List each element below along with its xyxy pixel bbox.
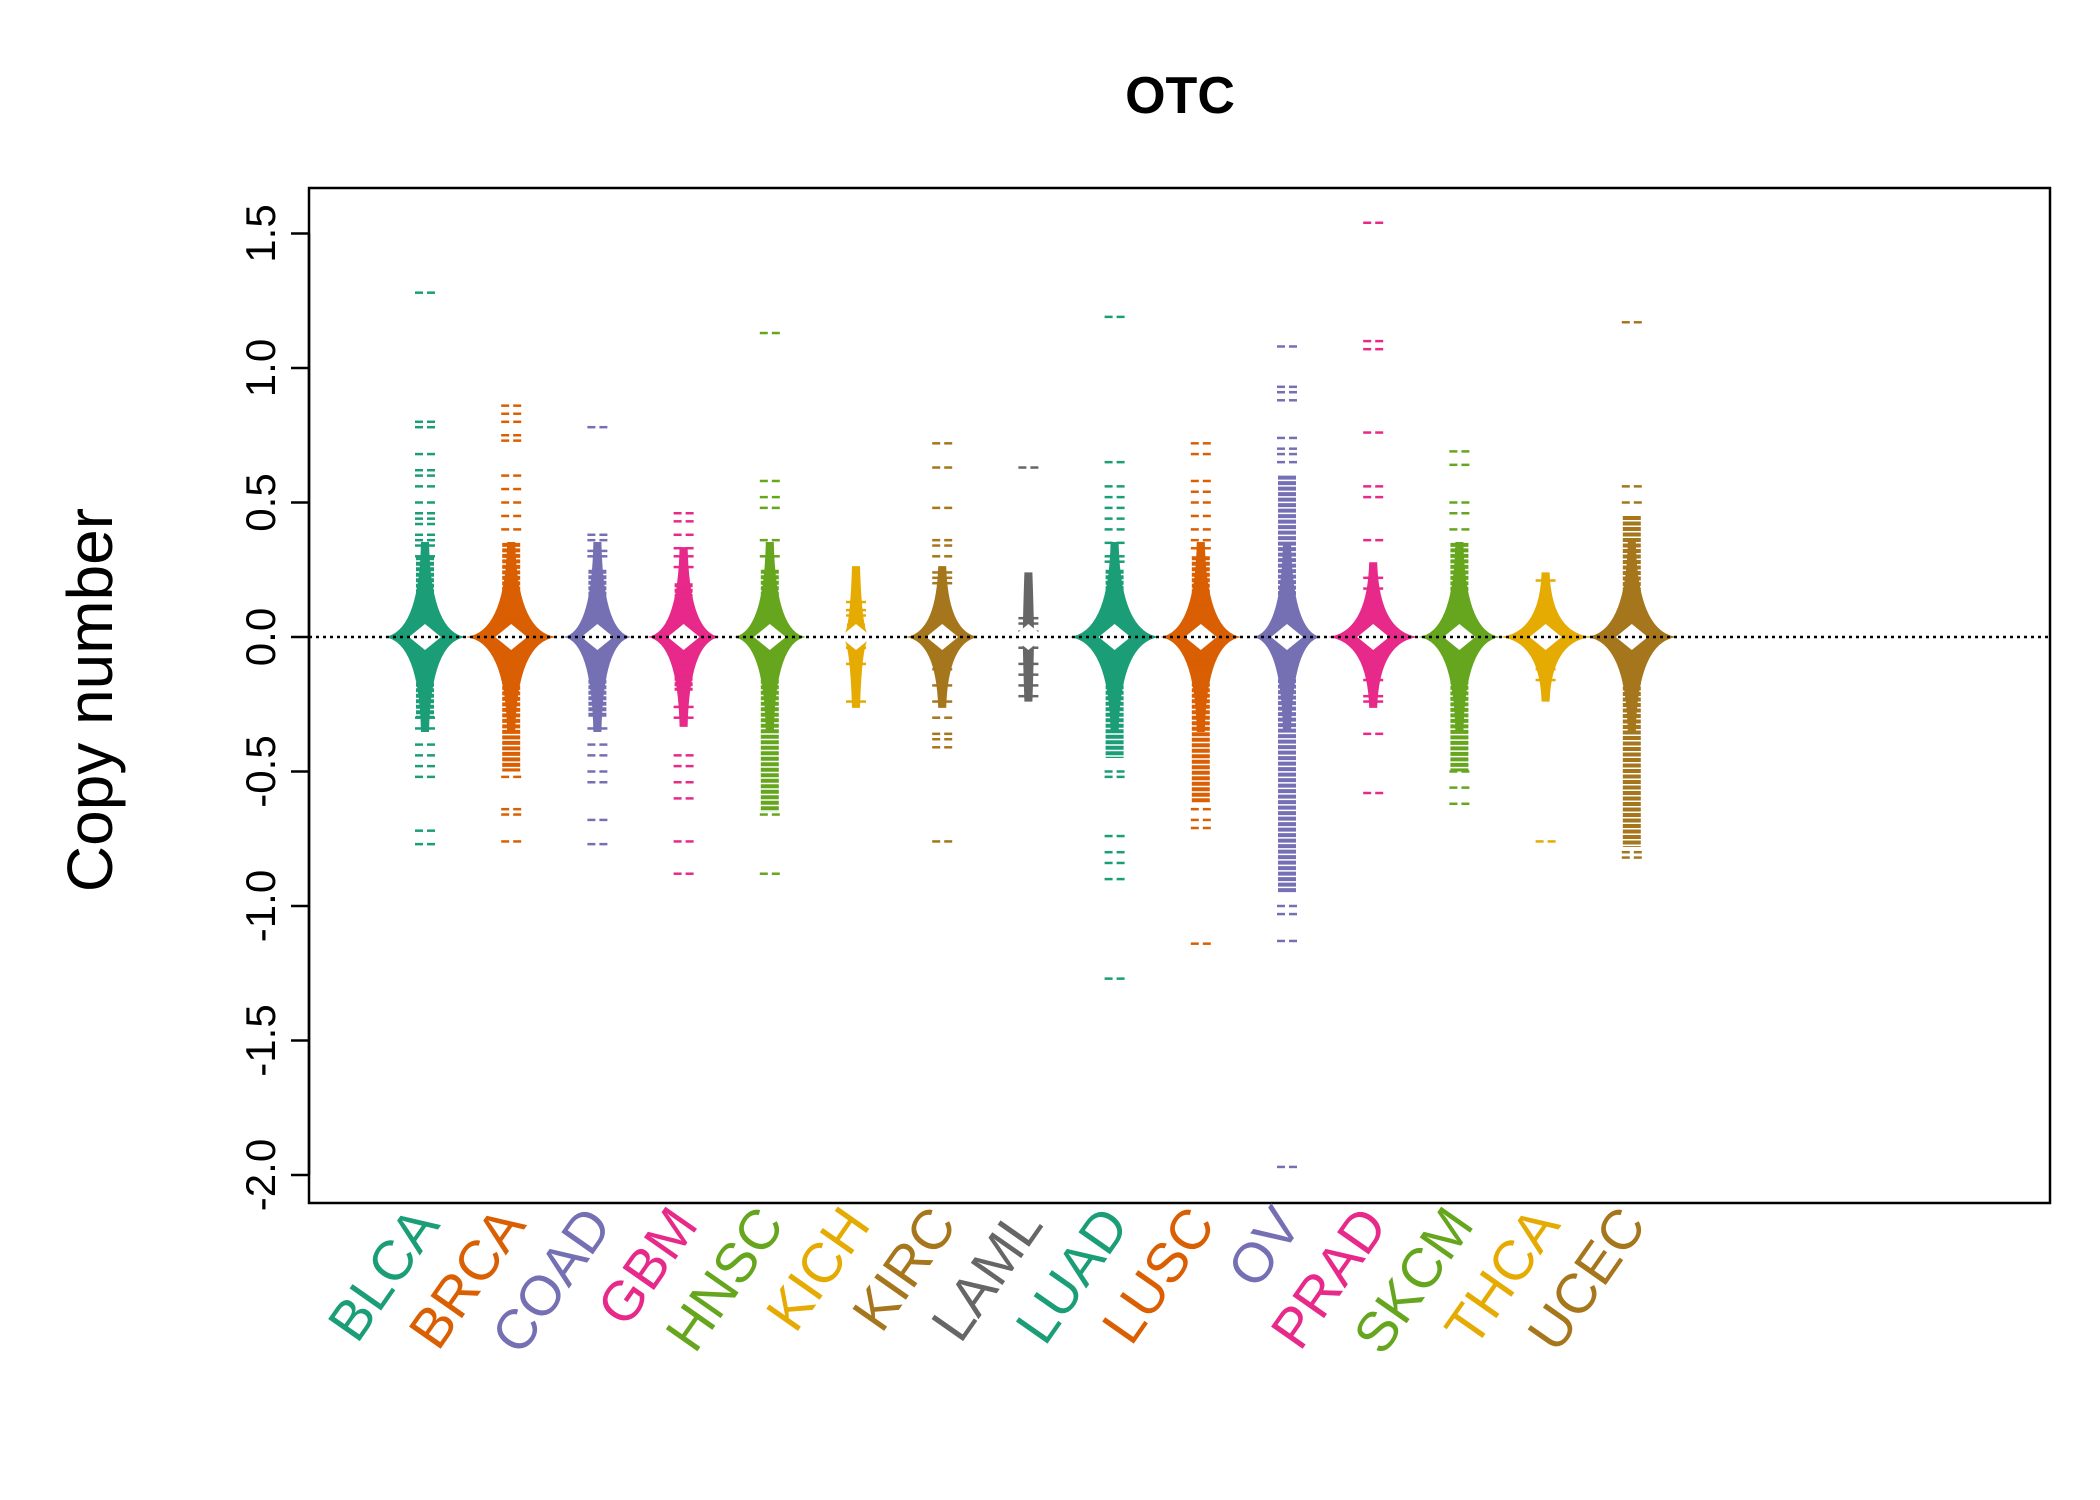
- y-tick-label: -0.5: [237, 735, 284, 807]
- median-marker: [753, 624, 786, 650]
- y-tick-label: 1.0: [237, 339, 284, 397]
- median-marker: [926, 624, 959, 650]
- series-kirc: [906, 442, 979, 843]
- series-skcm: [1418, 450, 1500, 806]
- series-ucec: [1586, 321, 1677, 859]
- series-luad: [1069, 315, 1160, 980]
- series-gbm: [647, 512, 720, 875]
- y-axis: -2.0 -1.5 -1.0 -0.5 0.0 0.5 1.0 1.5: [237, 204, 311, 1211]
- series-laml: [1012, 466, 1045, 702]
- median-marker: [1529, 624, 1562, 650]
- median-marker: [495, 624, 528, 650]
- series-lusc: [1160, 442, 1242, 945]
- y-tick-label: 1.5: [237, 204, 284, 262]
- series-prad: [1328, 221, 1419, 795]
- series-brca: [466, 404, 557, 843]
- chart-title: OTC: [1125, 67, 1235, 125]
- median-marker: [667, 624, 700, 650]
- series-thca: [1500, 572, 1591, 843]
- y-tick-label: -1.5: [237, 1004, 284, 1076]
- median-marker: [1271, 624, 1303, 650]
- series-coad: [563, 425, 632, 846]
- series-ov: [1253, 345, 1321, 1169]
- series-hnsc: [733, 331, 806, 875]
- series-blca: [384, 291, 466, 846]
- x-axis: BLCABRCACOADGBMHNSCKICHKIRCLAMLLUADLUSCO…: [315, 1195, 1657, 1364]
- median-marker: [1615, 624, 1648, 650]
- y-axis-label: Copy number: [54, 508, 126, 892]
- y-tick-label: -1.0: [237, 870, 284, 942]
- y-tick-label: -2.0: [237, 1139, 284, 1211]
- y-tick-label: 0.0: [237, 608, 284, 666]
- plot-marks: [309, 221, 2050, 1169]
- median-marker: [1012, 624, 1045, 650]
- median-marker: [409, 624, 441, 650]
- plot-frame: [307, 186, 2052, 1205]
- y-tick-label: 0.5: [237, 473, 284, 531]
